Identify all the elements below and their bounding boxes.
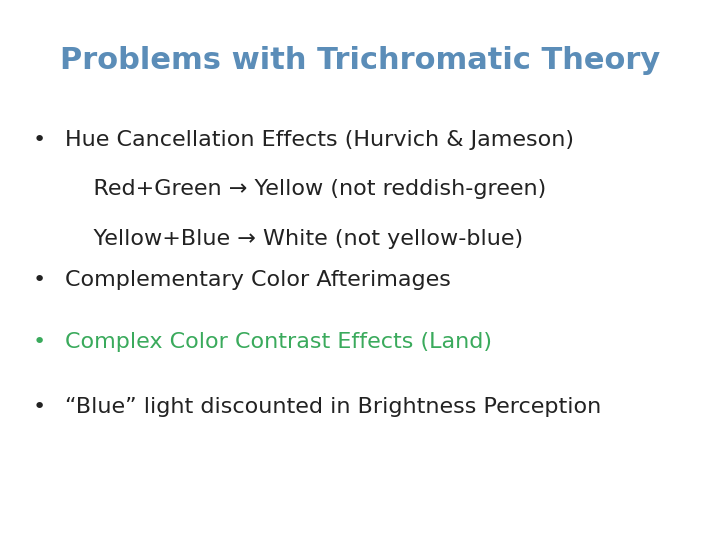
Text: Red+Green → Yellow (not reddish-green): Red+Green → Yellow (not reddish-green) <box>65 179 546 199</box>
Text: •: • <box>33 270 46 290</box>
Text: Problems with Trichromatic Theory: Problems with Trichromatic Theory <box>60 46 660 75</box>
Text: Complex Color Contrast Effects (Land): Complex Color Contrast Effects (Land) <box>65 332 492 352</box>
Text: •: • <box>33 332 46 352</box>
Text: Hue Cancellation Effects (Hurvich & Jameson): Hue Cancellation Effects (Hurvich & Jame… <box>65 130 574 150</box>
Text: Complementary Color Afterimages: Complementary Color Afterimages <box>65 270 451 290</box>
Text: •: • <box>33 130 46 150</box>
Text: “Blue” light discounted in Brightness Perception: “Blue” light discounted in Brightness Pe… <box>65 397 601 417</box>
Text: Yellow+Blue → White (not yellow-blue): Yellow+Blue → White (not yellow-blue) <box>65 229 523 249</box>
Text: •: • <box>33 397 46 417</box>
